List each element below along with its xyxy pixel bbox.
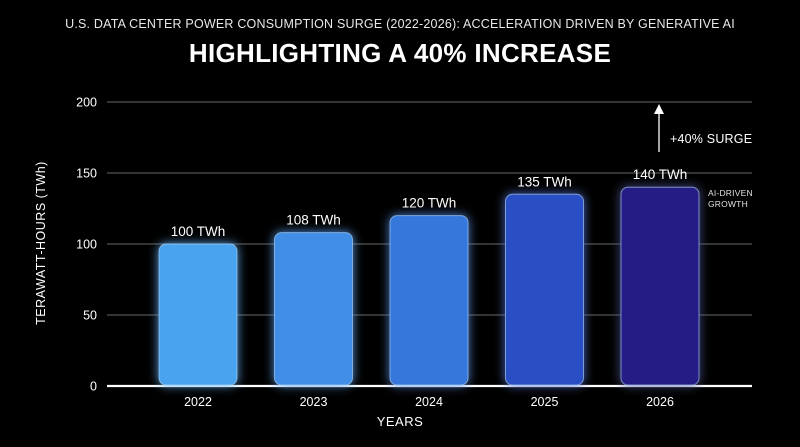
bar-2022 — [158, 243, 238, 386]
y-tick-label: 50 — [83, 309, 97, 323]
x-axis-label: YEARS — [376, 414, 424, 429]
bar-2025 — [505, 193, 584, 386]
y-axis-ticks: 0 50 100 150 200 — [76, 96, 97, 394]
chart-subtitle: U.S. DATA CENTER POWER CONSUMPTION SURGE… — [65, 17, 735, 31]
bar-2023 — [274, 232, 353, 386]
surge-annotation: +40% SURGE — [670, 132, 753, 146]
x-tick-label: 2023 — [300, 395, 328, 409]
x-tick-label: 2026 — [646, 395, 674, 409]
y-tick-label: 150 — [76, 167, 97, 181]
x-axis-ticks: 2022 2023 2024 2025 2026 — [184, 395, 674, 409]
y-axis-label: TERAWATT-HOURS (TWh) — [34, 161, 48, 325]
y-tick-label: 100 — [76, 238, 97, 252]
ai-growth-annotation: AI-DRIVEN GROWTH — [708, 188, 753, 209]
y-tick-label: 0 — [90, 380, 97, 394]
data-label: 135 TWh — [517, 174, 572, 189]
x-tick-label: 2022 — [184, 395, 212, 409]
data-label: 140 TWh — [633, 167, 688, 182]
y-tick-label: 200 — [76, 96, 97, 110]
bars — [158, 186, 700, 386]
bar-2026 — [620, 186, 700, 386]
x-tick-label: 2025 — [531, 395, 559, 409]
data-label: 100 TWh — [171, 224, 226, 239]
data-labels: 100 TWh 108 TWh 120 TWh 135 TWh 140 TWh — [171, 167, 688, 239]
chart-title: HIGHLIGHTING A 40% INCREASE — [188, 38, 612, 68]
data-label: 120 TWh — [402, 196, 457, 211]
data-label: 108 TWh — [286, 213, 341, 228]
bar-2024 — [389, 215, 469, 386]
surge-arrow-icon — [654, 104, 664, 152]
x-tick-label: 2024 — [415, 395, 443, 409]
